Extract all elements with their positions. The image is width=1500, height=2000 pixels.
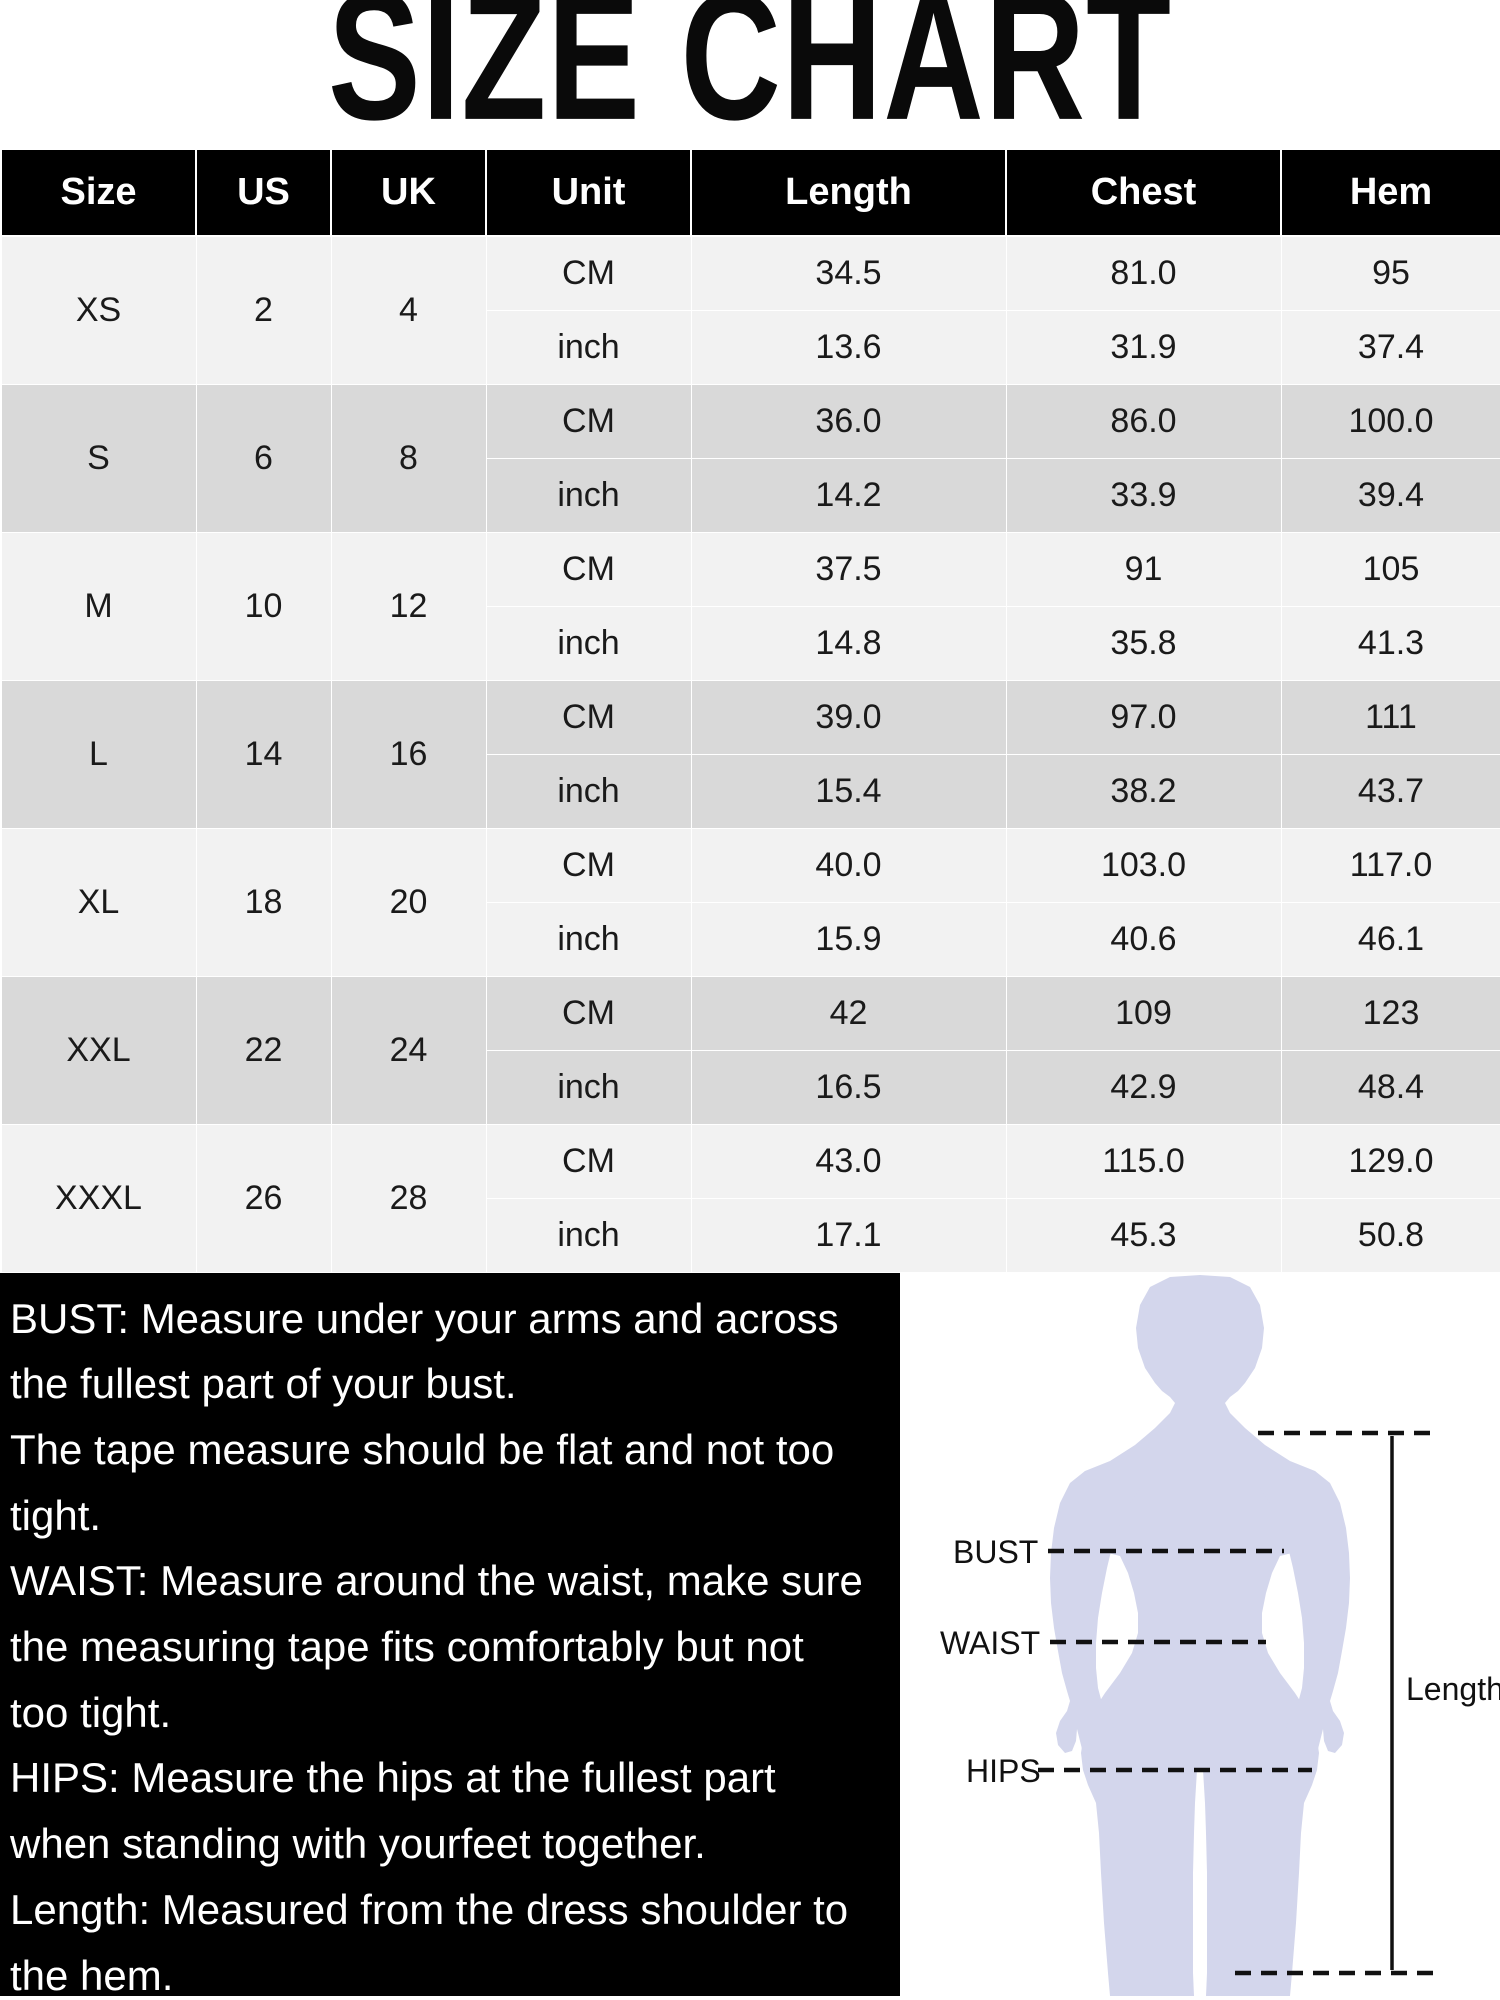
svg-text:HIPS: HIPS	[966, 1753, 1041, 1789]
svg-text:WAIST: WAIST	[940, 1625, 1040, 1661]
svg-text:BUST: BUST	[953, 1534, 1038, 1570]
svg-text:Length: Length	[1406, 1671, 1500, 1707]
